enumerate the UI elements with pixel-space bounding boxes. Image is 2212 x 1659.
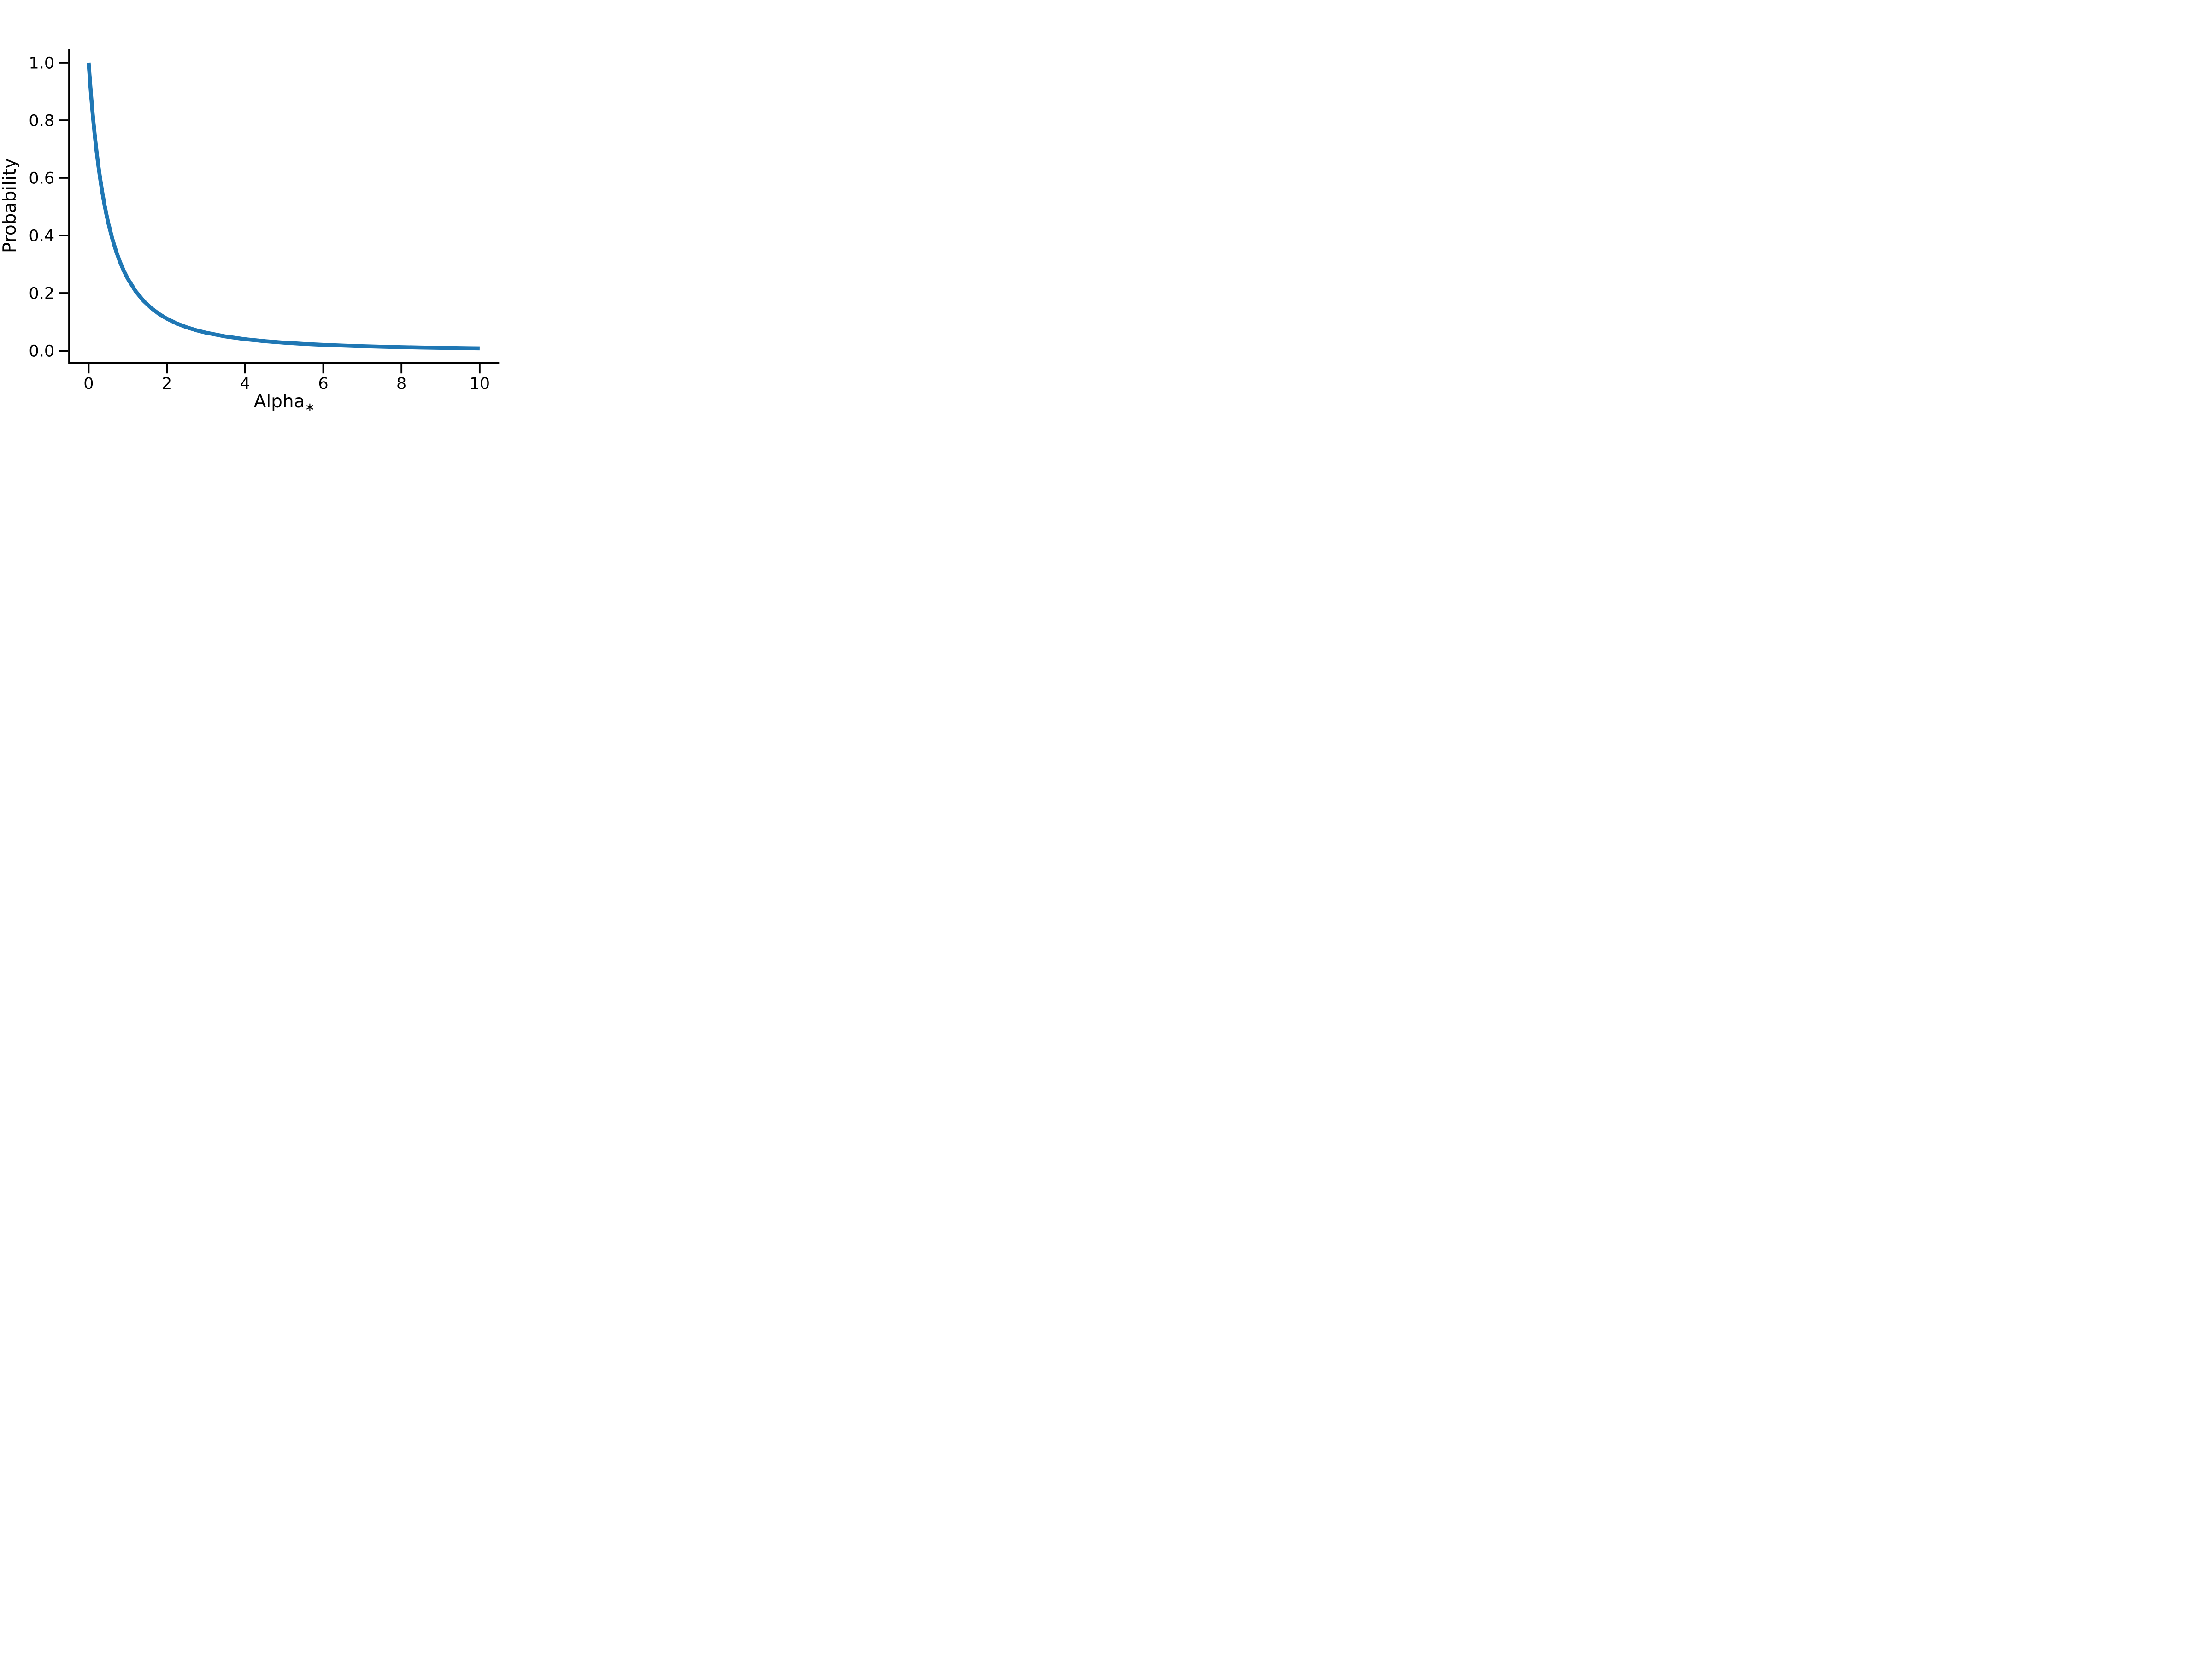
x-axis-ticks: 0 2 4 6 8 10 <box>83 364 490 393</box>
axes-spines <box>68 49 500 364</box>
x-tick-label: 0 <box>83 375 94 393</box>
x-tick-label: 6 <box>318 375 328 393</box>
y-axis-ticks: 0.0 0.2 0.4 0.6 0.8 1.0 <box>29 54 69 361</box>
y-axis-label: Probability <box>0 158 20 253</box>
spine-path <box>68 49 500 364</box>
x-axis-label-text: Alpha <box>254 391 305 412</box>
x-axis-label: Alpha∗ <box>254 391 315 414</box>
x-tick-label: 8 <box>396 375 406 393</box>
y-tick-label: 1.0 <box>29 54 54 73</box>
curve-series <box>87 62 480 351</box>
x-tick-label: 2 <box>162 375 172 393</box>
x-tick-label: 4 <box>240 375 250 393</box>
y-tick-label: 0.2 <box>29 285 54 303</box>
line-chart-figure: 0 2 4 6 8 10 0.0 0.2 0.4 0.6 0.8 1.0 Probability A… <box>0 0 553 415</box>
y-tick-label: 0.6 <box>29 170 54 188</box>
x-axis-label-subscript-asterisk: ∗ <box>305 400 315 414</box>
y-tick-label: 0.4 <box>29 227 54 246</box>
y-tick-label: 0.8 <box>29 112 54 130</box>
probability-vs-alpha-chart: 0 2 4 6 8 10 0.0 0.2 0.4 0.6 0.8 1.0 Probability A… <box>0 49 500 414</box>
x-tick-label: 10 <box>470 375 490 393</box>
probability-curve-line <box>87 62 480 351</box>
y-tick-label: 0.0 <box>29 342 54 361</box>
